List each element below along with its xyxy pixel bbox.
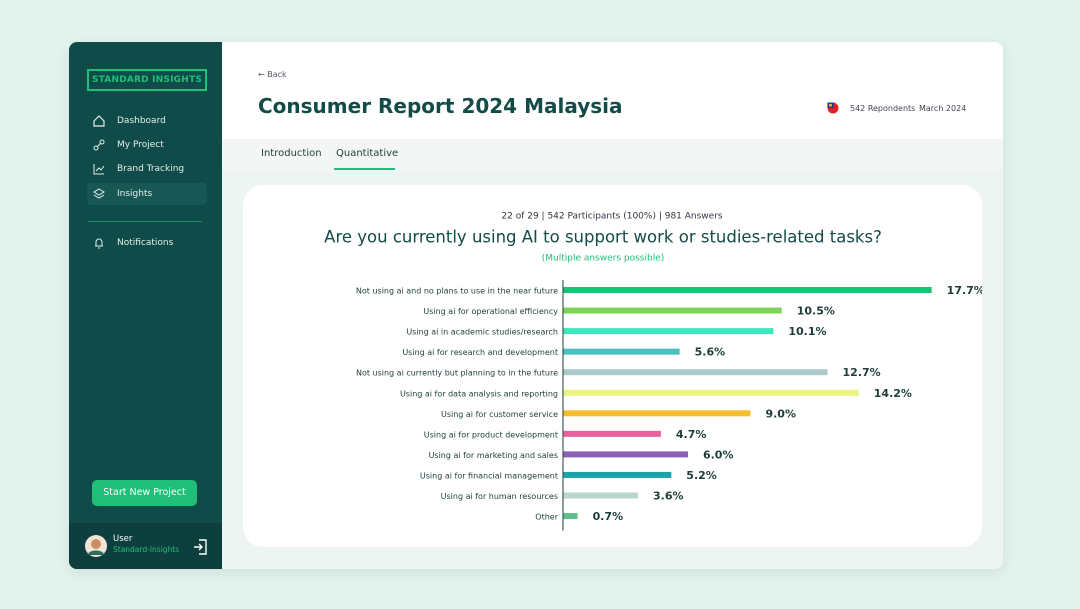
category-label: Not using ai currently but planning to i… bbox=[356, 369, 558, 378]
nav-label: Notifications bbox=[117, 238, 174, 248]
nav-label: Insights bbox=[117, 189, 153, 199]
nav-label: Dashboard bbox=[117, 116, 166, 126]
nav-item[interactable]: Dashboard bbox=[87, 110, 207, 132]
value-label: 0.7% bbox=[593, 510, 624, 523]
bar bbox=[563, 287, 932, 293]
value-label: 9.0% bbox=[765, 407, 796, 420]
category-label: Using ai for marketing and sales bbox=[429, 451, 558, 460]
category-label: Using ai for human resources bbox=[441, 492, 558, 501]
tabs: Introduction Quantitative bbox=[222, 139, 1003, 171]
logout-icon[interactable] bbox=[193, 539, 207, 555]
value-label: 6.0% bbox=[703, 448, 734, 461]
user-bar: User Standard-Insights bbox=[69, 523, 222, 569]
category-label: Using ai for operational efficiency bbox=[423, 307, 558, 316]
bar bbox=[563, 307, 782, 314]
category-label: Not using ai and no plans to use in the … bbox=[356, 287, 558, 296]
category-label: Using ai for data analysis and reporting bbox=[400, 389, 558, 398]
chart: 22 of 29 | 542 Participants (100%) | 981… bbox=[324, 212, 982, 531]
bar bbox=[563, 389, 859, 396]
respondents: 542 Repondents bbox=[850, 104, 916, 113]
value-label: 10.1% bbox=[788, 325, 826, 338]
value-label: 5.2% bbox=[686, 469, 717, 482]
bar bbox=[563, 430, 661, 437]
user-org: Standard-Insights bbox=[113, 545, 180, 554]
category-label: Using ai for customer service bbox=[441, 410, 558, 419]
value-label: 4.7% bbox=[676, 428, 707, 441]
chart-subtitle: (Multiple answers possible) bbox=[542, 254, 665, 264]
value-label: 12.7% bbox=[843, 366, 881, 379]
nav-item[interactable]: My Project bbox=[87, 134, 207, 156]
bar bbox=[563, 451, 688, 458]
value-label: 5.6% bbox=[695, 346, 726, 359]
nav-item[interactable]: Insights bbox=[87, 183, 207, 205]
category-label: Other bbox=[535, 513, 558, 522]
bar bbox=[563, 369, 828, 376]
nav-label: Brand Tracking bbox=[117, 164, 185, 174]
start-project-button[interactable]: Start New Project bbox=[92, 480, 197, 506]
back-link[interactable]: ← Back bbox=[258, 70, 287, 79]
sidebar: STANDARD INSIGHTS Dashboard My Project B… bbox=[69, 42, 222, 569]
category-label: Using ai for product development bbox=[424, 430, 558, 439]
chart-card: 22 of 29 | 542 Participants (100%) | 981… bbox=[243, 185, 982, 547]
icon bbox=[93, 139, 105, 151]
category-label: Using ai for research and development bbox=[402, 348, 558, 357]
avatar[interactable] bbox=[84, 534, 108, 558]
chart-meta: 22 of 29 | 542 Participants (100%) | 981… bbox=[501, 212, 723, 222]
app-window: STANDARD INSIGHTS Dashboard My Project B… bbox=[69, 42, 1003, 569]
tab-active[interactable]: Quantitative bbox=[336, 148, 399, 159]
value-label: 14.2% bbox=[874, 387, 912, 400]
chart-title: Are you currently using AI to support wo… bbox=[324, 228, 882, 247]
bar bbox=[563, 471, 672, 478]
category-label: Using ai for financial management bbox=[420, 471, 558, 480]
category-label: Using ai in academic studies/research bbox=[406, 328, 558, 337]
tab[interactable]: Introduction bbox=[261, 148, 322, 159]
bar bbox=[563, 410, 751, 417]
nav-item[interactable]: Brand Tracking bbox=[87, 158, 207, 180]
icon bbox=[93, 164, 105, 175]
icon bbox=[93, 188, 105, 199]
value-label: 3.6% bbox=[653, 490, 684, 503]
header: ← Back Consumer Report 2024 Malaysia 542… bbox=[222, 42, 1003, 139]
flag-icon bbox=[827, 102, 839, 114]
value-label: 17.7% bbox=[947, 284, 982, 297]
icon bbox=[93, 115, 105, 127]
bar bbox=[563, 348, 680, 355]
value-label: 10.5% bbox=[797, 305, 835, 318]
brand-logo[interactable]: STANDARD INSIGHTS bbox=[87, 69, 207, 91]
bar bbox=[563, 328, 774, 335]
separator bbox=[88, 221, 202, 222]
report-date: March 2024 bbox=[919, 104, 967, 113]
page-title: Consumer Report 2024 Malaysia bbox=[258, 94, 623, 118]
back-label: Back bbox=[267, 70, 287, 79]
nav-label: My Project bbox=[117, 140, 164, 150]
user-name: User bbox=[113, 534, 133, 544]
bar bbox=[563, 492, 638, 499]
nav-item[interactable]: Notifications bbox=[87, 232, 207, 254]
bar bbox=[563, 513, 578, 520]
tab-underline bbox=[334, 168, 395, 170]
icon bbox=[95, 238, 103, 249]
